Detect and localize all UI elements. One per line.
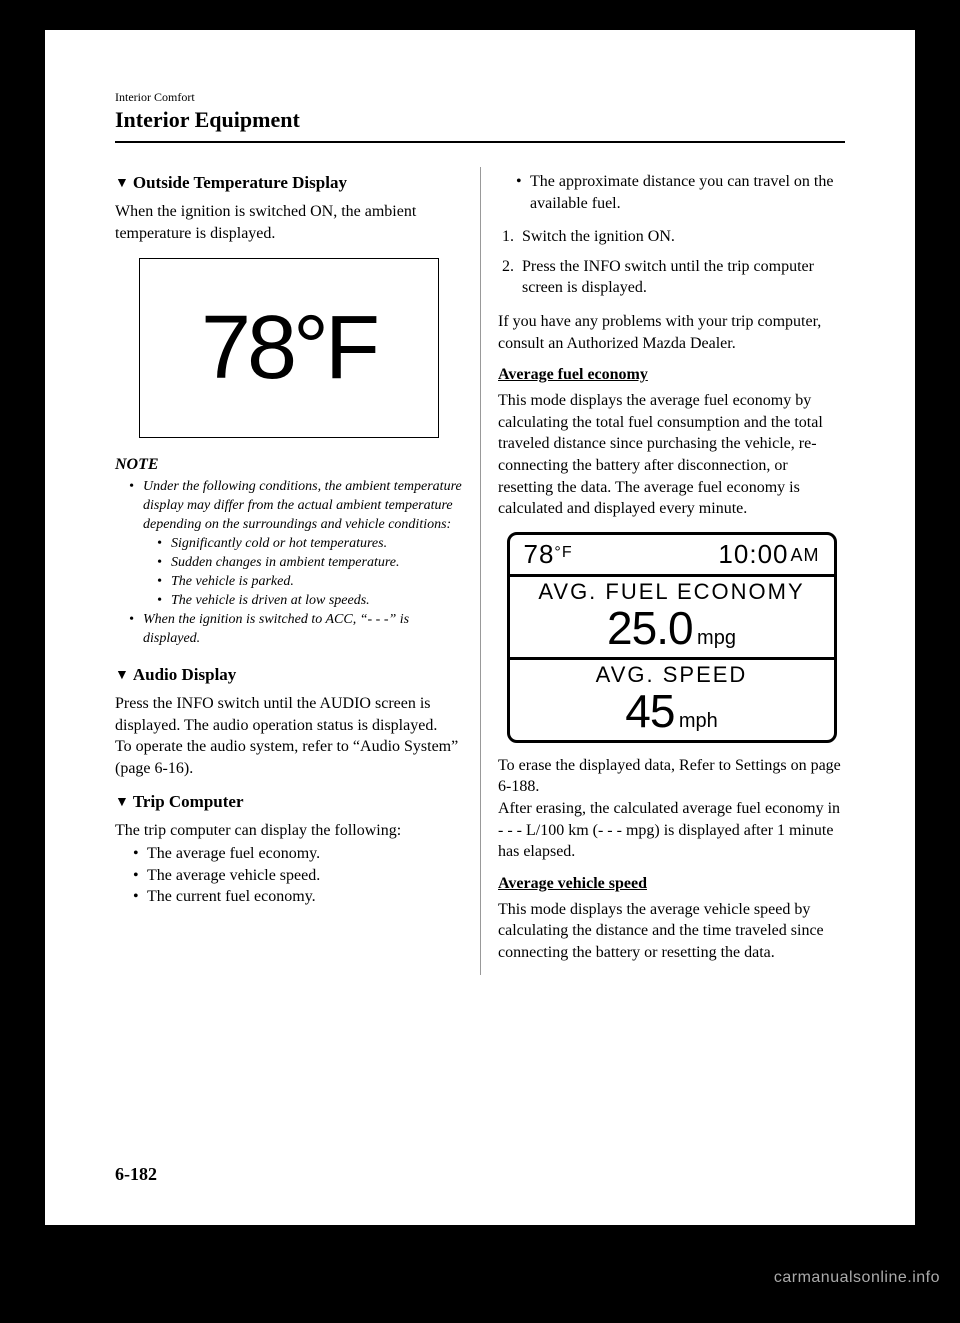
paragraph: To erase the displayed data, Refer to Se… [498, 755, 845, 798]
paragraph: The trip computer can display the follow… [115, 820, 462, 842]
temperature-display: 78°F [139, 258, 439, 438]
lcd-value-row: 45 mph [510, 688, 834, 734]
content-columns: ▼Outside Temperature Display When the ig… [115, 167, 845, 975]
note-sublist: Significantly cold or hot temperatures. … [143, 535, 462, 611]
section-head-trip: ▼Trip Computer [115, 792, 462, 812]
manual-page: Interior Comfort Interior Equipment ▼Out… [45, 30, 915, 1225]
note-item: Under the following conditions, the ambi… [129, 478, 462, 610]
note-subitem: The vehicle is driven at low speeds. [157, 592, 462, 611]
down-triangle-icon: ▼ [115, 795, 129, 811]
down-triangle-icon: ▼ [115, 176, 129, 192]
lcd-fuel-section: AVG. FUEL ECONOMY 25.0 mpg [510, 577, 834, 660]
section-head-outside-temp: ▼Outside Temperature Display [115, 173, 462, 193]
header-title: Interior Equipment [115, 107, 845, 133]
column-divider [480, 167, 481, 975]
lcd-value-row: 25.0 mpg [510, 605, 834, 651]
paragraph: This mode displays the average vehicle s… [498, 899, 845, 964]
trip-list-cont: The approximate distance you can travel … [498, 171, 845, 214]
lcd-speed-section: AVG. SPEED 45 mph [510, 660, 834, 740]
note-heading: NOTE [115, 456, 462, 474]
trip-list: The average fuel economy. The average ve… [115, 843, 462, 908]
page-number: 6-182 [115, 1164, 157, 1185]
note-subitem: Sudden changes in ambient temperature. [157, 554, 462, 573]
watermark: carmanualsonline.info [774, 1269, 940, 1287]
paragraph: This mode displays the average fuel econ… [498, 390, 845, 520]
instruction-list: Switch the ignition ON. Press the INFO s… [498, 226, 845, 299]
list-item: The average fuel economy. [133, 843, 462, 865]
list-item: The average vehicle speed. [133, 865, 462, 887]
page-header: Interior Comfort Interior Equipment [115, 90, 845, 143]
paragraph: After erasing, the calculated average fu… [498, 798, 845, 863]
note-subitem: The vehicle is parked. [157, 573, 462, 592]
paragraph: When the ignition is switched ON, the am… [115, 201, 462, 244]
down-triangle-icon: ▼ [115, 668, 129, 684]
instruction-step: Switch the ignition ON. [518, 226, 845, 248]
left-column: ▼Outside Temperature Display When the ig… [115, 167, 480, 975]
list-item: The approximate distance you can travel … [516, 171, 845, 214]
subhead-avg-speed: Average vehicle speed [498, 875, 845, 893]
subhead-avg-fuel: Average fuel economy [498, 366, 845, 384]
paragraph: If you have any problems with your trip … [498, 311, 845, 354]
paragraph: Press the INFO switch until the AUDIO sc… [115, 693, 462, 736]
instruction-step: Press the INFO switch until the trip com… [518, 256, 845, 299]
list-item: The current fuel economy. [133, 886, 462, 908]
header-rule [115, 141, 845, 143]
section-head-audio: ▼Audio Display [115, 665, 462, 685]
lcd-clock: 10:00AM [718, 539, 819, 570]
temperature-value: 78°F [201, 297, 376, 400]
note-subitem: Significantly cold or hot temperatures. [157, 535, 462, 554]
lcd-top-row: 78°F 10:00AM [510, 535, 834, 577]
lcd-temp: 78°F [524, 539, 573, 570]
note-item: When the ignition is switched to ACC, “-… [129, 611, 462, 649]
paragraph: To operate the audio system, refer to “A… [115, 736, 462, 779]
trip-computer-display: 78°F 10:00AM AVG. FUEL ECONOMY 25.0 mpg … [507, 532, 837, 743]
right-column: The approximate distance you can travel … [480, 167, 845, 975]
header-category: Interior Comfort [115, 90, 845, 105]
note-list: Under the following conditions, the ambi… [115, 478, 462, 649]
